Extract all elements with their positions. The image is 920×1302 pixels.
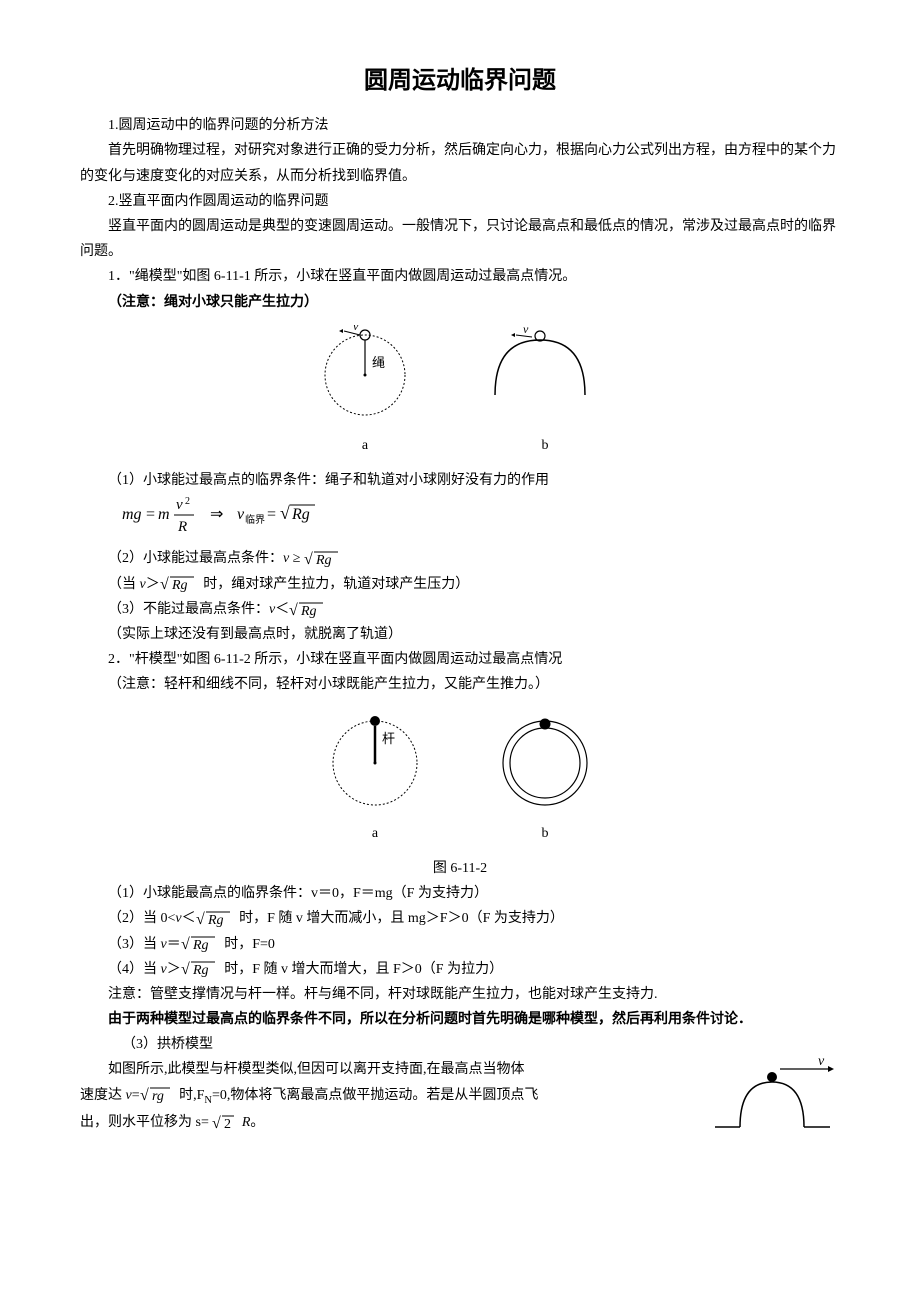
rod-item4: （4）当 v＞ √ Rg 时，F 随 v 增大而增大，且 F＞0（F 为拉力） bbox=[80, 957, 840, 982]
svg-text:√: √ bbox=[181, 961, 190, 978]
sqrt-rg-icon-6: √ Rg bbox=[181, 958, 221, 980]
rod-figure-caption: 图 6-11-2 bbox=[80, 856, 840, 881]
arch-p1f-text: 。 bbox=[250, 1115, 264, 1130]
svg-text:杆: 杆 bbox=[382, 731, 395, 746]
svg-text:Rg: Rg bbox=[171, 578, 188, 593]
rope-figures: v 绳 a v b bbox=[80, 325, 840, 458]
rod-item4-prefix: （4）当 bbox=[108, 962, 161, 977]
rod-figure-b: b bbox=[490, 708, 600, 846]
svg-text:rg: rg bbox=[152, 1089, 164, 1104]
sqrt-rg-icon-5: √ Rg bbox=[181, 933, 221, 955]
rope-model-note: （注意：绳对小球只能产生拉力） bbox=[80, 290, 840, 315]
svg-text:√: √ bbox=[181, 936, 190, 953]
rod-figure-a-label: a bbox=[320, 821, 430, 846]
svg-text:v: v bbox=[237, 506, 245, 523]
rod-figures: 杆 a b bbox=[80, 708, 840, 846]
svg-text:2: 2 bbox=[185, 496, 190, 507]
svg-text:R: R bbox=[177, 519, 187, 535]
svg-text:2: 2 bbox=[224, 1117, 231, 1132]
rod-item1: （1）小球能最高点的临界条件：v＝0，F＝mg（F 为支持力） bbox=[80, 881, 840, 906]
rod-item3-prefix: （3）当 bbox=[108, 937, 161, 952]
svg-text:绳: 绳 bbox=[372, 355, 385, 370]
rope-figure-b-label: b bbox=[480, 433, 610, 458]
svg-text:=: = bbox=[267, 506, 276, 523]
svg-text:√: √ bbox=[280, 503, 290, 523]
svg-text:Rg: Rg bbox=[300, 604, 317, 619]
rope-item2-suffix-b: 时，绳对球产生拉力，轨道对球产生压力） bbox=[200, 577, 470, 592]
sqrt-rg-icon-3: √ Rg bbox=[289, 599, 329, 621]
rod-diagram-a-icon: 杆 bbox=[320, 708, 430, 808]
rope-item3: （3）不能过最高点条件：v＜ √ Rg bbox=[80, 597, 840, 622]
rope-item3-prefix: （3）不能过最高点条件： bbox=[108, 602, 269, 617]
rope-note-text: （注意：绳对小球只能产生拉力） bbox=[108, 295, 318, 310]
rod-model-heading: 2．"杆模型"如图 6-11-2 所示，小球在竖直平面内做圆周运动过最高点情况 bbox=[80, 647, 840, 672]
svg-text:√: √ bbox=[289, 602, 298, 619]
rope-figure-b: v b bbox=[480, 325, 610, 458]
svg-text:v: v bbox=[818, 1057, 825, 1069]
section2-body: 竖直平面内的圆周运动是典型的变速圆周运动。一般情况下，只讨论最高点和最低点的情况… bbox=[80, 214, 840, 264]
svg-text:Rg: Rg bbox=[192, 938, 209, 953]
svg-text:m: m bbox=[158, 506, 170, 523]
svg-text:Rg: Rg bbox=[192, 963, 209, 978]
svg-text:√: √ bbox=[160, 576, 169, 593]
sqrt-rg-icon-4: √ Rg bbox=[196, 908, 236, 930]
rod-item2-prefix: （2）当 0< bbox=[108, 911, 175, 926]
rod-figure-a: 杆 a bbox=[320, 708, 430, 846]
svg-text:Rg: Rg bbox=[315, 553, 332, 568]
arch-figure: v bbox=[710, 1057, 840, 1146]
svg-text:v: v bbox=[176, 497, 183, 513]
sqrt-rg-icon: √ Rg bbox=[304, 548, 344, 570]
svg-text:mg: mg bbox=[122, 506, 142, 523]
formula-mg-icon: mg = m v 2 R ⇒ v 临界 = √ Rg bbox=[122, 493, 382, 537]
sqrt-rg-icon-7: √ rg bbox=[140, 1084, 176, 1106]
section1-heading: 1.圆周运动中的临界问题的分析方法 bbox=[80, 113, 840, 138]
rope-item2: （2）小球能过最高点条件：v ≥ √ Rg bbox=[80, 546, 840, 571]
rope-item2-note: （当 v＞ √ Rg 时，绳对球产生拉力，轨道对球产生压力） bbox=[80, 572, 840, 597]
svg-text:√: √ bbox=[212, 1115, 221, 1132]
rope-item1: （1）小球能过最高点的临界条件：绳子和轨道对小球刚好没有力的作用 bbox=[80, 468, 840, 493]
rod-figure-b-label: b bbox=[490, 821, 600, 846]
svg-text:√: √ bbox=[140, 1087, 149, 1104]
arch-p1b-text: 速度达 bbox=[80, 1088, 126, 1103]
section1-body: 首先明确物理过程，对研究对象进行正确的受力分析，然后确定向心力，根据向心力公式列… bbox=[80, 138, 840, 188]
rod-note2: 注意：管壁支撑情况与杆一样。杆与绳不同，杆对球既能产生拉力，也能对球产生支持力. bbox=[80, 982, 840, 1007]
rope-model-heading: 1．"绳模型"如图 6-11-1 所示，小球在竖直平面内做圆周运动过最高点情况。 bbox=[80, 264, 840, 289]
rod-model-note: （注意：轻杆和细线不同，轻杆对小球既能产生拉力，又能产生推力。） bbox=[80, 672, 840, 697]
rope-diagram-a-icon: v 绳 bbox=[310, 325, 420, 420]
rod-item3: （3）当 v＝ √ Rg 时，F=0 bbox=[80, 932, 840, 957]
svg-text:=: = bbox=[146, 506, 155, 523]
svg-text:√: √ bbox=[196, 911, 205, 928]
arch-p1c-text: 时,F bbox=[176, 1088, 205, 1103]
arch-heading: （3）拱桥模型 bbox=[94, 1032, 840, 1057]
arch-p1d-text: =0,物体将飞离最高点做平抛运动。若是从半圆顶点飞 bbox=[212, 1088, 538, 1103]
sqrt-rg-icon-2: √ Rg bbox=[160, 573, 200, 595]
svg-text:√: √ bbox=[304, 551, 313, 568]
rod-item2: （2）当 0<v＜ √ Rg 时，F 随 v 增大而减小，且 mg＞F＞0（F … bbox=[80, 906, 840, 931]
rope-item3-note: （实际上球还没有到最高点时，就脱离了轨道） bbox=[80, 622, 840, 647]
svg-text:Rg: Rg bbox=[207, 913, 224, 928]
rod-item2-suffix: 时，F 随 v 增大而减小，且 mg＞F＞0（F 为支持力） bbox=[236, 911, 564, 926]
svg-text:Rg: Rg bbox=[291, 506, 310, 523]
svg-text:⇒: ⇒ bbox=[210, 506, 223, 523]
rope-figure-a: v 绳 a bbox=[310, 325, 420, 458]
sqrt-2-icon: √ 2 bbox=[212, 1112, 238, 1134]
svg-text:临界: 临界 bbox=[245, 513, 265, 526]
arch-diagram-icon: v bbox=[710, 1057, 840, 1137]
svg-text:v: v bbox=[523, 325, 529, 336]
rope-item2-suffix-a: （当 bbox=[108, 577, 140, 592]
conclusion: 由于两种模型过最高点的临界条件不同，所以在分析问题时首先明确是哪种模型，然后再利… bbox=[80, 1007, 840, 1032]
rod-diagram-b-icon bbox=[490, 708, 600, 808]
page-title: 圆周运动临界问题 bbox=[80, 60, 840, 103]
arch-p1e-text: 出，则水平位移为 s= bbox=[80, 1115, 212, 1130]
rope-figure-a-label: a bbox=[310, 433, 420, 458]
rod-item3-suffix: 时，F=0 bbox=[221, 937, 275, 952]
section2-heading: 2.竖直平面内作圆周运动的临界问题 bbox=[80, 189, 840, 214]
rope-item2-prefix: （2）小球能过最高点条件： bbox=[108, 551, 283, 566]
rope-diagram-b-icon: v bbox=[480, 325, 610, 420]
svg-text:v: v bbox=[353, 325, 359, 333]
rod-item4-suffix: 时，F 随 v 增大而增大，且 F＞0（F 为拉力） bbox=[221, 962, 503, 977]
rope-formula-1: mg = m v 2 R ⇒ v 临界 = √ Rg bbox=[122, 493, 840, 546]
